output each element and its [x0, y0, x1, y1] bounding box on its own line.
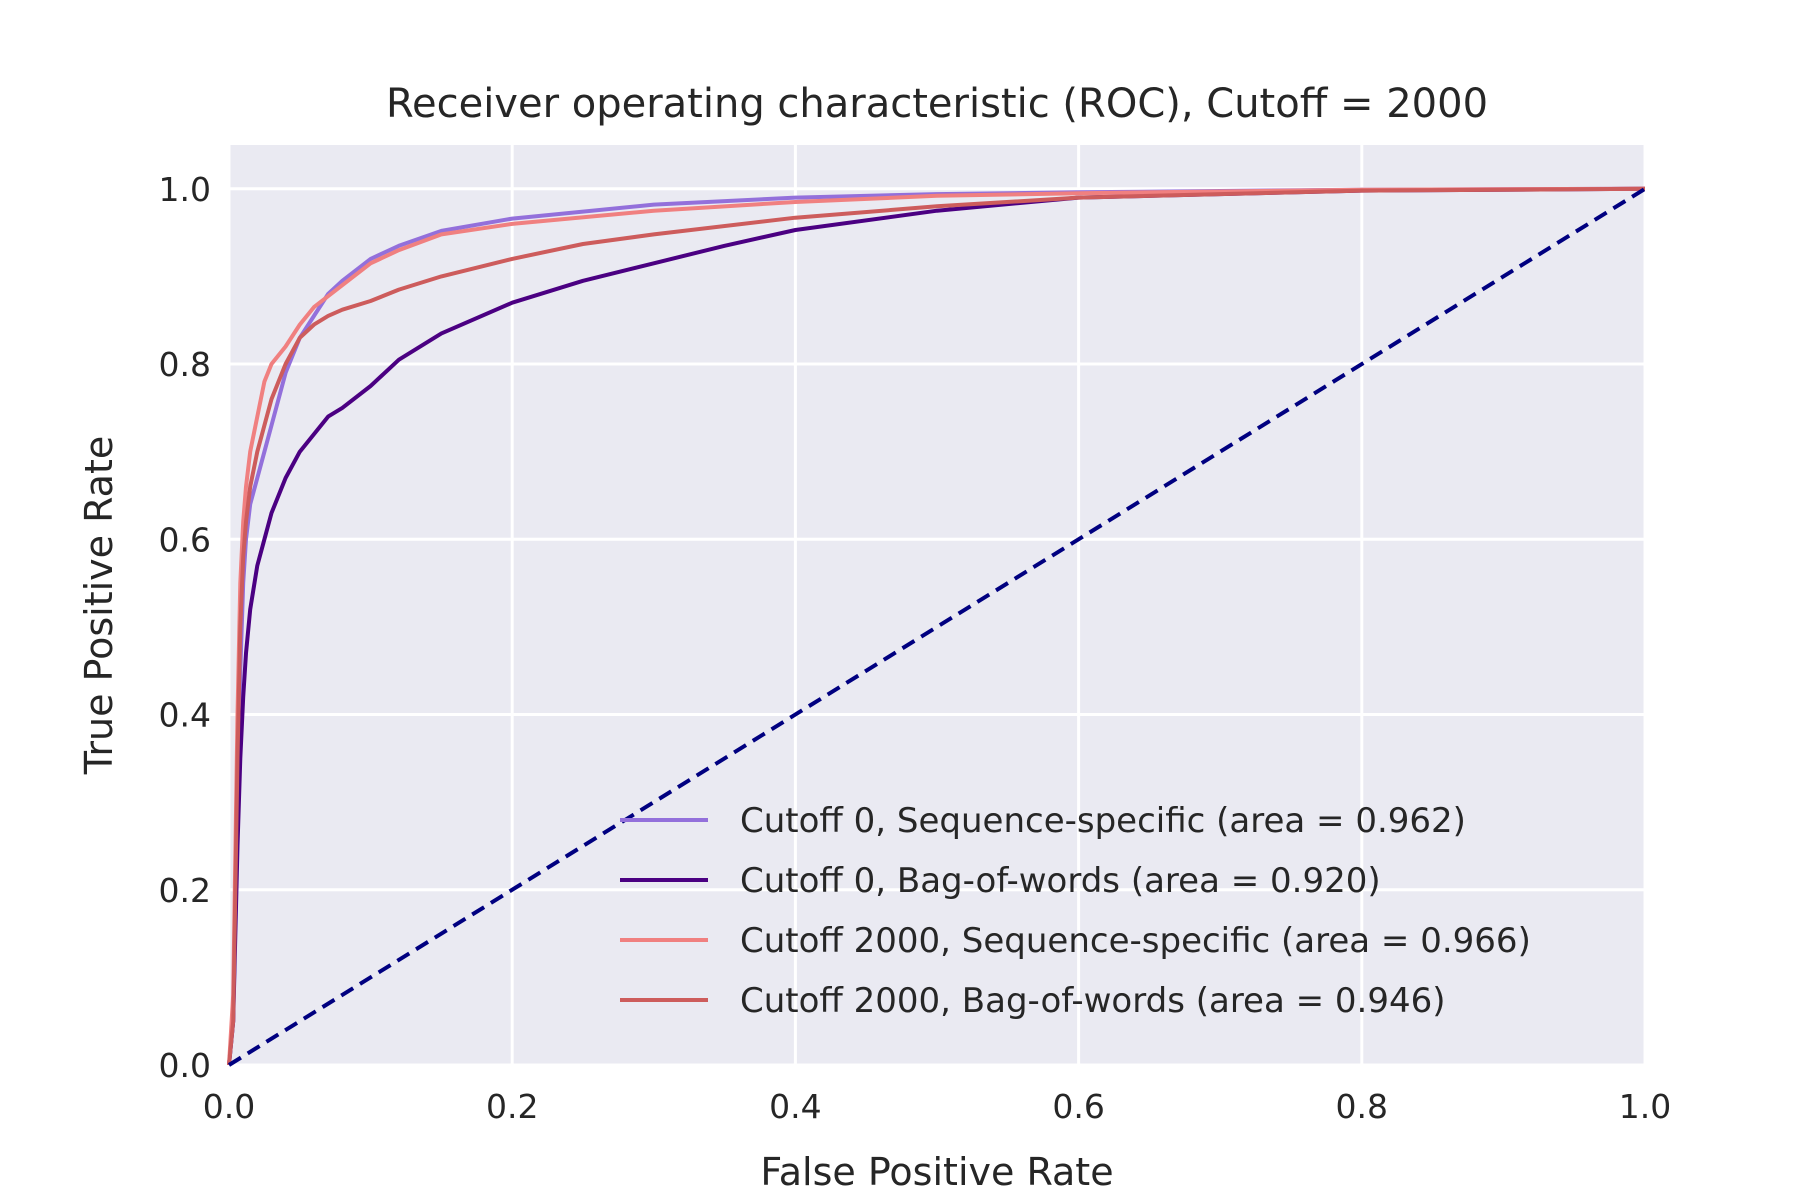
y-axis-ticks: 0.0 0.2 0.4 0.6 0.8 1.0 — [159, 170, 211, 1085]
x-tick-label: 0.0 — [203, 1087, 255, 1126]
y-tick-label: 1.0 — [159, 170, 211, 209]
plot-area — [229, 145, 1645, 1065]
x-tick-label: 0.8 — [1336, 1087, 1388, 1126]
y-tick-label: 0.6 — [159, 520, 211, 559]
series-group — [227, 186, 1647, 1067]
series-line-2 — [227, 186, 1646, 1066]
y-tick-label: 0.0 — [159, 1046, 211, 1085]
x-axis-label: False Positive Rate — [760, 1150, 1113, 1194]
y-tick-label: 0.8 — [159, 345, 211, 384]
legend-label: Cutoff 2000, Sequence-specific (area = 0… — [740, 921, 1531, 961]
y-axis-label: True Positive Rate — [77, 436, 121, 776]
series-line-3 — [227, 186, 1646, 1066]
x-axis-ticks: 0.0 0.2 0.4 0.6 0.8 1.0 — [203, 1087, 1671, 1126]
y-tick-label: 0.2 — [159, 871, 211, 910]
chart-title: Receiver operating characteristic (ROC),… — [386, 81, 1488, 127]
x-tick-label: 0.2 — [486, 1087, 538, 1126]
series-line-1 — [227, 186, 1646, 1066]
x-tick-label: 0.6 — [1052, 1087, 1104, 1126]
x-tick-label: 0.4 — [769, 1087, 821, 1126]
legend: Cutoff 0, Sequence-specific (area = 0.96… — [620, 801, 1531, 1021]
legend-label: Cutoff 2000, Bag-of-words (area = 0.946) — [740, 981, 1446, 1021]
diagonal-reference-line — [227, 187, 1647, 1067]
grid — [227, 145, 1647, 1067]
x-tick-label: 1.0 — [1619, 1087, 1671, 1126]
y-tick-label: 0.4 — [159, 696, 211, 735]
legend-label: Cutoff 0, Sequence-specific (area = 0.96… — [740, 801, 1466, 841]
legend-label: Cutoff 0, Bag-of-words (area = 0.920) — [740, 861, 1381, 901]
